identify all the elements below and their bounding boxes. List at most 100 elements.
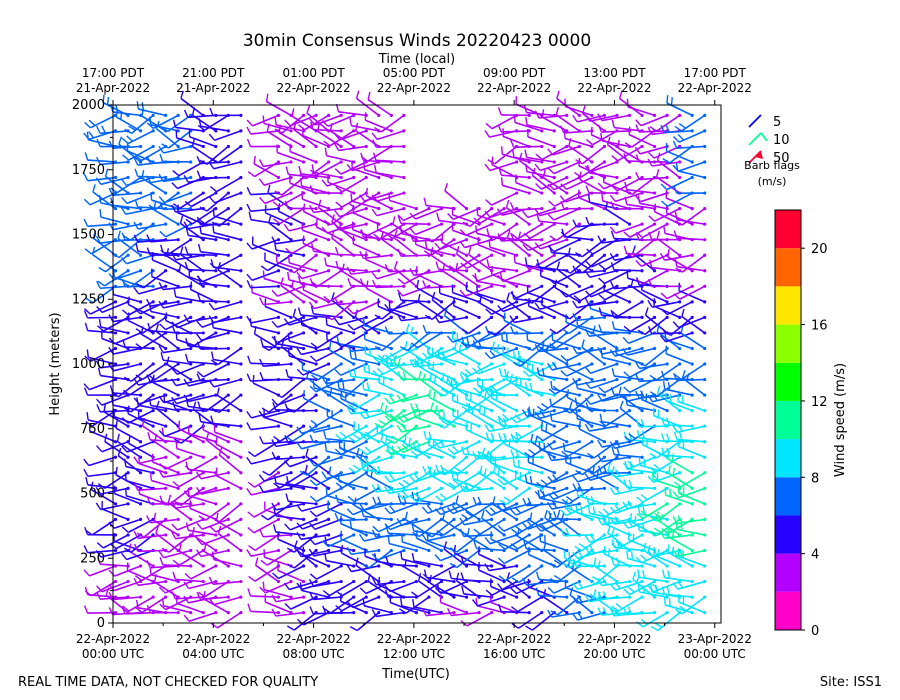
barb-point <box>364 331 368 335</box>
barb-staff <box>250 218 279 225</box>
barb-staff <box>528 305 555 319</box>
barb-point <box>226 315 230 319</box>
barb-staff <box>252 382 279 396</box>
barb-flag <box>208 597 215 606</box>
barb-flag <box>589 545 595 554</box>
barb-staff <box>592 130 618 146</box>
barb-point <box>151 346 155 351</box>
barb-flag <box>636 496 644 503</box>
barb-point <box>527 160 531 164</box>
barb-flag <box>120 178 127 186</box>
barb-point <box>690 362 694 366</box>
barb-point <box>627 471 632 475</box>
barb-staff <box>90 114 116 129</box>
barb-staff <box>656 378 681 397</box>
barb-flag <box>247 588 252 597</box>
barb-flag <box>628 126 631 135</box>
barb-flag <box>202 421 205 430</box>
barb-staff <box>100 326 129 334</box>
barb-point <box>214 331 218 335</box>
x-tick-label-date: 23-Apr-2022 <box>678 632 752 646</box>
barb-staff <box>178 161 204 177</box>
barb-point <box>703 144 707 149</box>
barb-flag <box>337 380 340 389</box>
barb-staff <box>200 232 229 241</box>
barb-staff <box>581 145 605 165</box>
barb-staff <box>579 178 605 194</box>
barb-staff <box>566 363 593 377</box>
barb-flag <box>597 517 603 526</box>
barb-point <box>402 284 406 288</box>
barb-staff <box>89 301 116 315</box>
barb-flag <box>335 494 339 503</box>
barb-flag <box>539 522 547 530</box>
barb-staff <box>469 472 493 492</box>
barb-point <box>540 377 544 382</box>
barb-staff <box>213 596 242 606</box>
barb-flag <box>115 420 118 429</box>
barb-point <box>402 191 406 195</box>
barb-flag <box>180 90 184 99</box>
barb-flag <box>498 432 502 441</box>
barb-staff <box>602 356 630 365</box>
barb-flag <box>396 394 403 402</box>
barb-flag <box>296 522 303 530</box>
barb-point <box>703 579 707 584</box>
barb-flag <box>481 510 485 519</box>
barb-flag <box>681 308 685 317</box>
barb-flag <box>96 125 101 134</box>
barb-staff <box>101 440 129 453</box>
barb-staff <box>667 192 693 207</box>
barb-flag <box>172 169 180 177</box>
barb-point <box>301 300 306 304</box>
barb-flag <box>522 210 529 218</box>
barb-flag <box>199 159 208 165</box>
barb-flag <box>485 308 493 315</box>
barb-staff <box>178 472 204 488</box>
barb-flag <box>509 508 517 516</box>
barb-point <box>640 471 644 475</box>
barb-staff <box>341 596 367 612</box>
barb-flag <box>623 479 628 488</box>
barb-flag <box>404 341 408 350</box>
barb-flag <box>384 326 390 335</box>
barb-flag <box>650 516 658 522</box>
barb-flag <box>208 196 216 204</box>
barb-flag <box>359 278 364 287</box>
barb-flag <box>376 483 382 492</box>
barb-flag <box>552 385 561 392</box>
barb-staff <box>214 431 242 443</box>
barb-flag <box>372 356 381 364</box>
barb-flag <box>248 575 256 582</box>
barb-flag <box>476 365 484 373</box>
barb-flag <box>259 371 264 380</box>
barb-point <box>201 486 205 490</box>
barb-flag <box>311 243 315 252</box>
barb-flag <box>486 234 494 241</box>
barb-staff <box>413 269 442 277</box>
barb-flag <box>145 175 152 183</box>
barb-flag <box>333 209 340 218</box>
barb-flag <box>534 490 541 499</box>
barb-flag <box>286 625 295 631</box>
barb-staff <box>479 518 505 535</box>
barb-point <box>189 377 193 382</box>
barb-staff <box>617 301 643 317</box>
barb-flag <box>340 390 343 399</box>
barb-flag <box>334 133 341 141</box>
barb-point <box>590 253 594 257</box>
barb-staff <box>678 130 706 143</box>
barb-staff <box>331 301 355 321</box>
barb-staff <box>155 330 179 350</box>
barb-flag <box>155 120 160 129</box>
barb-staff <box>541 145 568 161</box>
barb-flag <box>517 350 521 359</box>
barb-staff <box>216 611 242 629</box>
barb-staff <box>275 238 304 245</box>
barb-flag <box>458 344 462 353</box>
barb-flag <box>340 530 343 539</box>
barb-point <box>439 502 444 506</box>
barb-flag <box>384 589 390 598</box>
barb-flag <box>523 540 527 549</box>
